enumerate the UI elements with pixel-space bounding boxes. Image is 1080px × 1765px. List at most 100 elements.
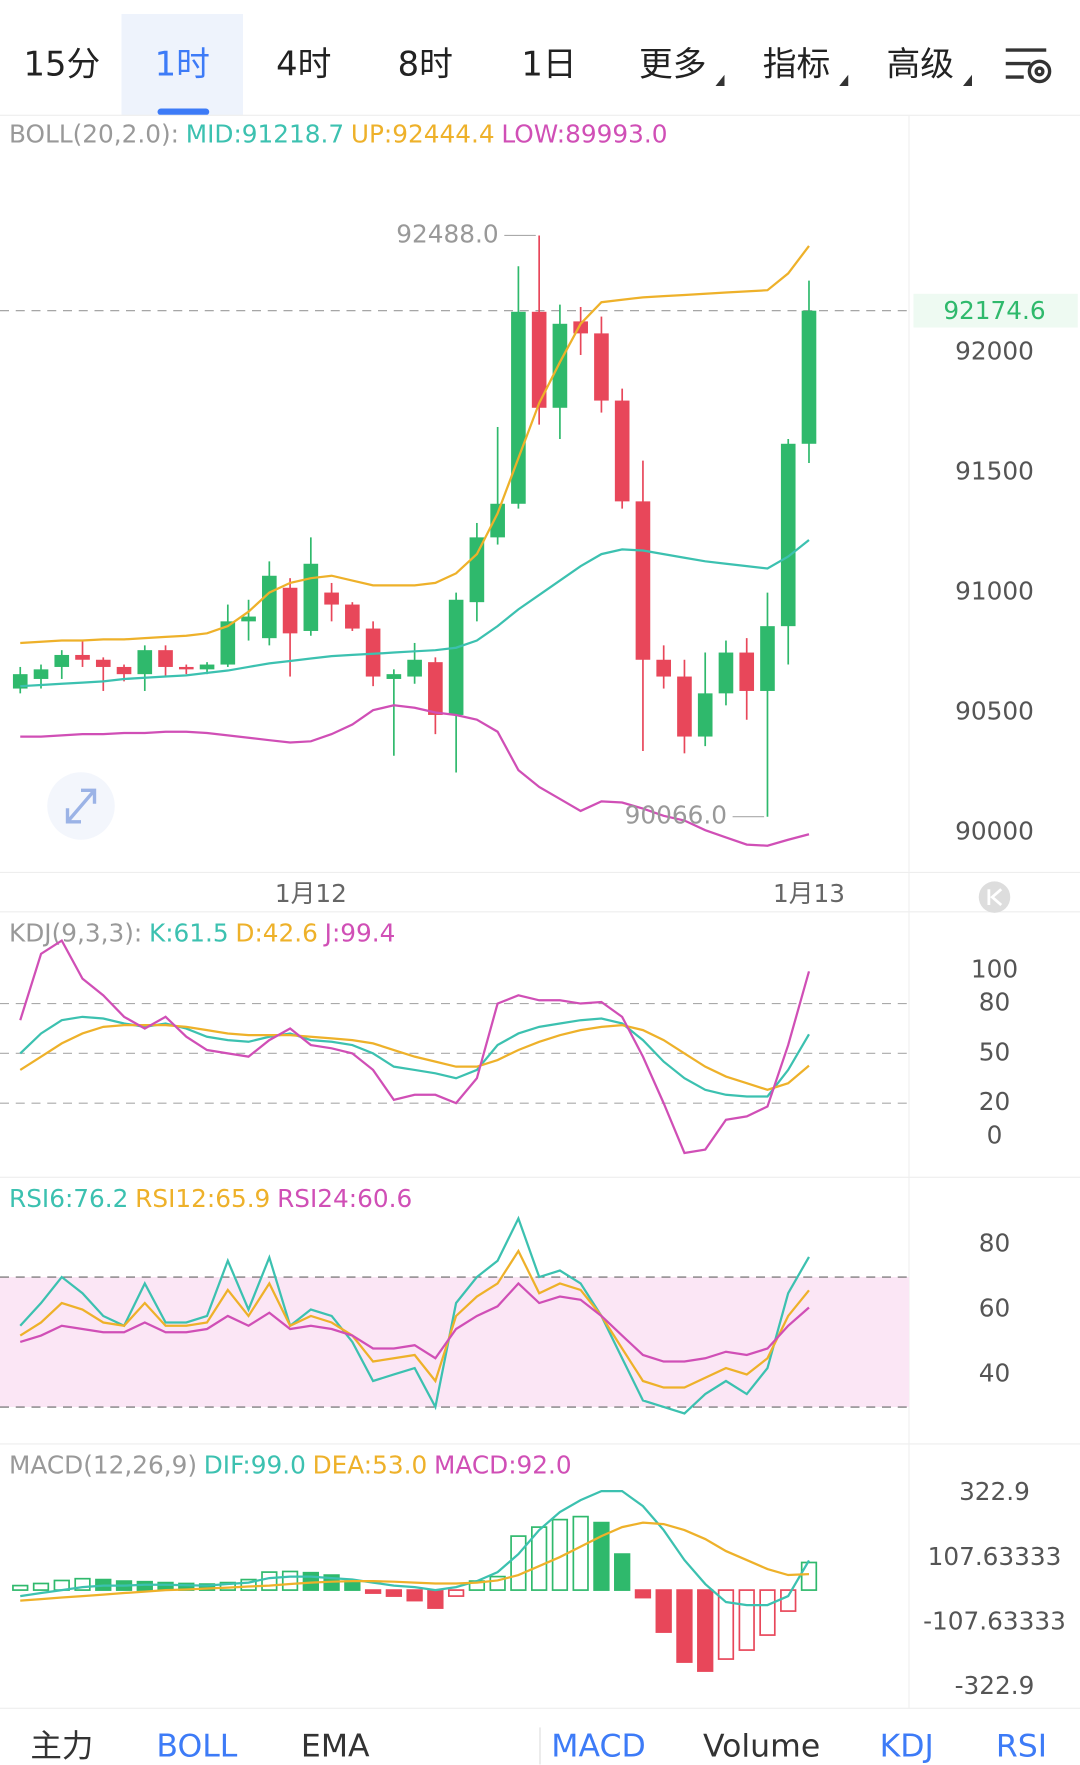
macd-bar xyxy=(240,1578,257,1591)
candle-body xyxy=(345,604,360,629)
legend-entry: MID:91218.7 xyxy=(186,120,344,149)
indicator-line xyxy=(20,704,810,847)
y-tick-label: 90000 xyxy=(955,817,1034,846)
macd-bar xyxy=(261,1571,278,1591)
candle-body xyxy=(178,666,194,670)
candle-body xyxy=(573,321,588,334)
tab[interactable]: 15分 xyxy=(24,44,101,83)
tab[interactable]: 高级 xyxy=(886,44,954,83)
indicator-line xyxy=(19,1281,810,1363)
macd-bar xyxy=(12,1584,29,1591)
tab[interactable]: 更多 xyxy=(639,44,707,83)
indicator-line xyxy=(20,245,810,645)
last-price-label: 92174.6 xyxy=(943,296,1045,325)
legend: KDJ(9,3,3): K:61.5 D:42.6 J:99.4 xyxy=(9,918,395,947)
candle-body xyxy=(137,650,153,675)
y-tick-label: 107.63333 xyxy=(928,1542,1062,1571)
legend-entry: UP:92444.4 xyxy=(351,120,495,149)
tab[interactable]: 1日 xyxy=(521,44,576,83)
legend: MACD(12,26,9) DIF:99.0 DEA:53.0 MACD:92.0 xyxy=(9,1450,572,1479)
candle-body xyxy=(635,501,651,660)
candle-body xyxy=(552,323,568,408)
indicator-tab[interactable]: KDJ xyxy=(880,1729,934,1765)
indicator-line xyxy=(20,1490,810,1607)
tab[interactable]: 8时 xyxy=(398,44,453,83)
macd-bar xyxy=(447,1589,465,1597)
y-tick-label: 40 xyxy=(979,1359,1011,1388)
rewind-icon xyxy=(987,888,1003,907)
indicator-tab[interactable]: Volume xyxy=(703,1729,820,1765)
tab[interactable]: 4时 xyxy=(276,44,331,83)
macd-bar xyxy=(406,1589,423,1602)
indicator-tab[interactable]: BOLL xyxy=(156,1729,237,1765)
macd-bar xyxy=(364,1589,382,1594)
macd-bar xyxy=(531,1526,548,1591)
selected-tab-bg xyxy=(121,14,243,116)
macd-bar xyxy=(780,1589,797,1612)
macd-bar xyxy=(572,1515,589,1591)
tab[interactable]: 1时 xyxy=(155,44,210,83)
macd-bar xyxy=(614,1553,631,1591)
extreme-label: 90066.0 xyxy=(625,801,727,830)
candle-body xyxy=(365,628,381,677)
candle-body xyxy=(801,310,817,444)
indicator-tab[interactable]: MACD xyxy=(551,1729,645,1765)
y-tick-label: -107.63333 xyxy=(923,1606,1066,1635)
legend-title: MACD(12,26,9) xyxy=(9,1450,197,1479)
indicator-tab[interactable]: EMA xyxy=(301,1729,370,1765)
settings-icon[interactable] xyxy=(1005,48,1052,84)
candle-body xyxy=(531,311,547,408)
indicator-tab[interactable]: RSI xyxy=(996,1729,1047,1765)
expand-button[interactable] xyxy=(47,772,115,840)
candle-body xyxy=(199,664,215,670)
y-tick-label: 322.9 xyxy=(959,1477,1030,1506)
legend: BOLL(20,2.0): MID:91218.7 UP:92444.4 LOW:89… xyxy=(9,120,667,149)
tab[interactable]: 指标 xyxy=(763,44,831,83)
macd-bar xyxy=(800,1561,818,1591)
candle-body xyxy=(75,654,90,660)
y-tick-label: 100 xyxy=(971,954,1018,983)
y-tick-label: 60 xyxy=(979,1294,1011,1323)
y-tick-label: 80 xyxy=(979,1229,1011,1258)
candle-body xyxy=(780,443,796,627)
macd-bar xyxy=(344,1580,361,1591)
y-tick-label: 91000 xyxy=(955,577,1034,606)
rewind-bg xyxy=(978,881,1011,913)
indicator-line xyxy=(19,938,811,1155)
rewind-button[interactable] xyxy=(978,881,1011,913)
macd-bar xyxy=(32,1582,50,1591)
dropdown-caret xyxy=(963,74,972,86)
candle-body xyxy=(282,587,298,634)
candle-body xyxy=(760,626,775,691)
candle-body xyxy=(718,652,734,694)
candle-body xyxy=(95,659,111,667)
legend-entry: J:99.4 xyxy=(323,918,396,947)
icon-gear xyxy=(1027,59,1052,84)
last-price-bg xyxy=(913,293,1078,328)
candle-body xyxy=(697,693,713,737)
dropdown-caret xyxy=(839,74,849,86)
macd-bar xyxy=(738,1589,755,1651)
macd-bar xyxy=(551,1518,569,1591)
candle-body xyxy=(448,599,464,715)
macd-bar xyxy=(510,1535,527,1591)
legend-title: KDJ(9,3,3): xyxy=(9,918,142,947)
indicator-line xyxy=(19,1248,810,1389)
indicator-tab[interactable]: 主力 xyxy=(30,1729,93,1765)
macd-bar xyxy=(385,1589,403,1597)
macd-bar xyxy=(655,1589,672,1633)
macd-bar xyxy=(697,1589,714,1672)
y-tick-label: 50 xyxy=(979,1037,1011,1066)
candle-body xyxy=(241,616,256,622)
extreme-label: 92488.0 xyxy=(396,219,498,248)
macd-bar xyxy=(717,1589,735,1660)
selected-tab-underline xyxy=(157,108,210,116)
candle-body xyxy=(303,563,319,631)
macd-bar xyxy=(74,1577,91,1591)
y-tick-label: 92000 xyxy=(955,337,1034,366)
dropdown-caret xyxy=(715,74,725,86)
indicator-line xyxy=(20,1521,810,1602)
expand-arrow xyxy=(65,788,97,824)
